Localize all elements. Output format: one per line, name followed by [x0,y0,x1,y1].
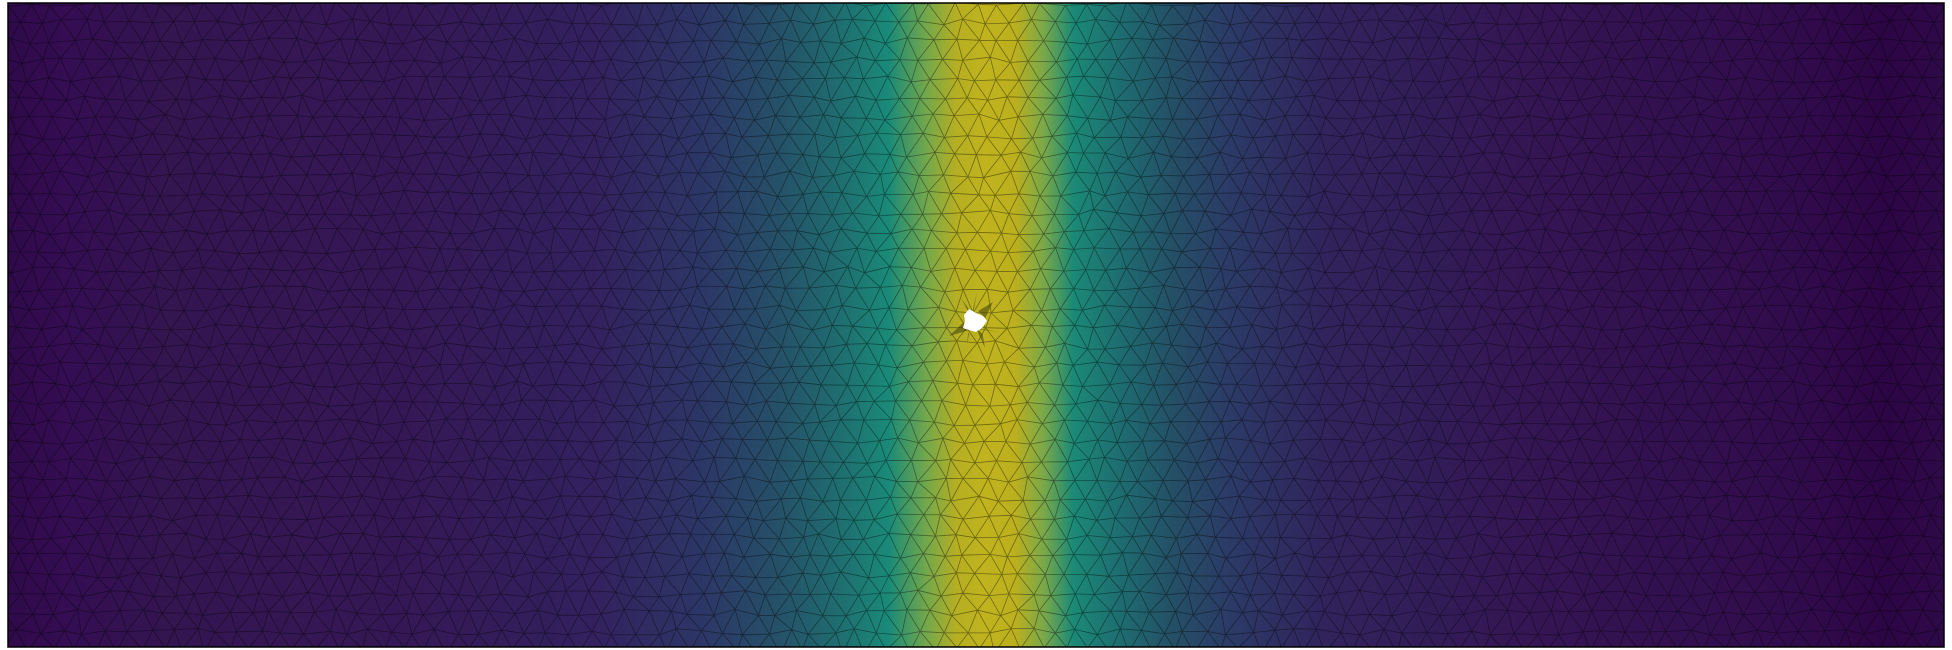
refined-element [967,332,970,344]
refined-element [953,314,965,324]
refined-element [975,327,985,348]
mesh-hole [963,309,987,332]
refined-element [971,292,977,316]
domain-border [7,2,1945,648]
refined-element [978,302,993,318]
refined-element [979,328,999,332]
